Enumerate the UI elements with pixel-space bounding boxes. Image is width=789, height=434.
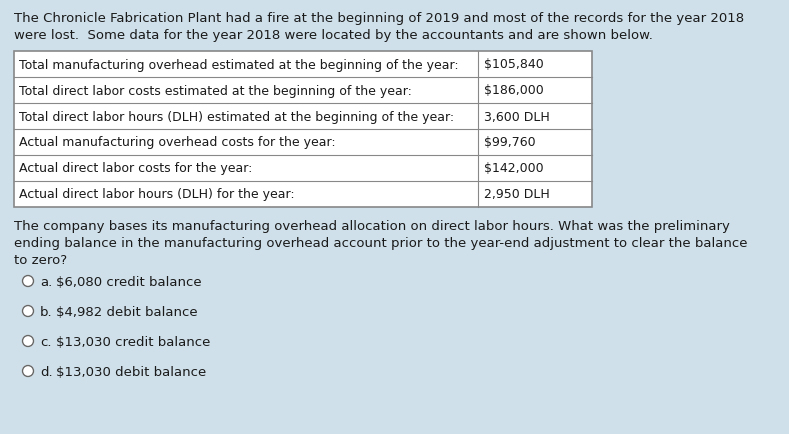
Text: c.: c. [40, 335, 51, 348]
Text: Actual direct labor costs for the year:: Actual direct labor costs for the year: [19, 162, 252, 175]
Text: $6,080 credit balance: $6,080 credit balance [56, 275, 202, 288]
Text: The Chronicle Fabrication Plant had a fire at the beginning of 2019 and most of : The Chronicle Fabrication Plant had a fi… [14, 12, 744, 25]
Text: $142,000: $142,000 [484, 162, 544, 175]
Circle shape [23, 276, 33, 287]
Text: $13,030 debit balance: $13,030 debit balance [56, 365, 206, 378]
Text: $105,840: $105,840 [484, 58, 544, 71]
Bar [14, 52, 592, 207]
Text: 3,600 DLH: 3,600 DLH [484, 110, 550, 123]
Text: d.: d. [40, 365, 53, 378]
Text: The company bases its manufacturing overhead allocation on direct labor hours. W: The company bases its manufacturing over… [14, 220, 730, 233]
Text: ending balance in the manufacturing overhead account prior to the year-end adjus: ending balance in the manufacturing over… [14, 237, 747, 250]
Circle shape [23, 336, 33, 347]
Text: Total direct labor hours (DLH) estimated at the beginning of the year:: Total direct labor hours (DLH) estimated… [19, 110, 454, 123]
Text: to zero?: to zero? [14, 253, 67, 266]
Text: $4,982 debit balance: $4,982 debit balance [56, 305, 197, 318]
Text: 2,950 DLH: 2,950 DLH [484, 188, 550, 201]
Text: a.: a. [40, 275, 52, 288]
Text: $99,760: $99,760 [484, 136, 536, 149]
Text: b.: b. [40, 305, 53, 318]
Text: Total manufacturing overhead estimated at the beginning of the year:: Total manufacturing overhead estimated a… [19, 58, 458, 71]
Text: $13,030 credit balance: $13,030 credit balance [56, 335, 211, 348]
Text: $186,000: $186,000 [484, 84, 544, 97]
Text: Actual manufacturing overhead costs for the year:: Actual manufacturing overhead costs for … [19, 136, 335, 149]
Text: Total direct labor costs estimated at the beginning of the year:: Total direct labor costs estimated at th… [19, 84, 412, 97]
Circle shape [23, 366, 33, 377]
Text: Actual direct labor hours (DLH) for the year:: Actual direct labor hours (DLH) for the … [19, 188, 294, 201]
Text: were lost.  Some data for the year 2018 were located by the accountants and are : were lost. Some data for the year 2018 w… [14, 29, 653, 42]
Circle shape [23, 306, 33, 317]
